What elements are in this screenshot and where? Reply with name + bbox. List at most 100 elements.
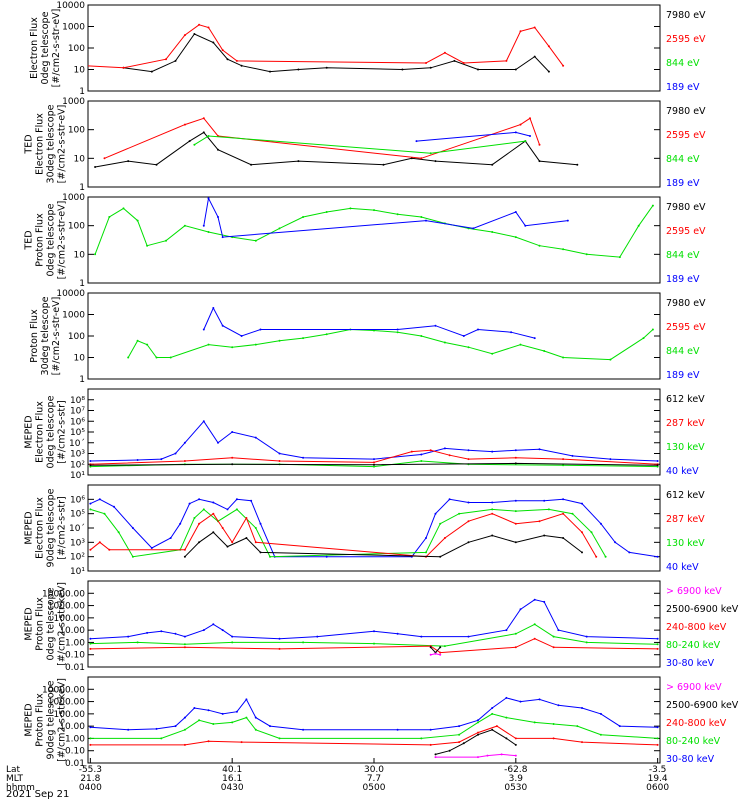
data-point [226,508,229,511]
data-point [429,66,432,69]
legend-entry: 7980 eV [666,106,706,117]
data-point [297,160,300,163]
y-tick-label: 100.00 [54,710,86,720]
data-point [103,157,106,160]
data-point [495,725,498,728]
data-point [127,728,130,731]
series-group [89,420,659,468]
y-axis-label: 0deg telescope [46,587,57,660]
data-point [538,698,541,701]
y-axis-label: MEPED [24,703,35,736]
y-tick-label: 100.00 [54,614,86,624]
data-point [505,716,508,719]
y-axis-label: MEPED [24,511,35,544]
data-point [174,452,177,455]
panel-3: 1 10 100 1000 TED Proton Flux 0deg telescope [#… [24,193,707,289]
y-axis-label: [#/cm2-s-str] [57,496,68,559]
y-tick-label: 1.00 [65,734,85,744]
data-point [656,743,659,746]
y-tick-label: 10¹ [70,567,85,577]
legend-entry: 189 eV [666,274,700,285]
data-point [373,630,375,633]
data-point [89,502,92,505]
data-point [529,117,531,120]
y-tick-label: 1 [79,87,85,97]
panel-frame [87,580,661,668]
data-point [396,728,399,731]
data-point [146,343,149,346]
y-axis-label: Proton Flux [29,309,40,363]
data-point [165,58,167,61]
y-tick-label: 10⁷ [70,407,85,417]
data-point [396,213,399,216]
data-point [434,512,437,515]
data-point [269,725,271,728]
data-point [443,645,446,648]
data-point [325,555,328,558]
data-point [514,632,517,635]
data-point [420,635,423,638]
y-axis-label: [#/cm2-s-str-eV] [57,201,68,280]
data-point [439,651,442,654]
y-axis-label: MEPED [24,607,35,640]
data-point [98,541,101,544]
y-tick-label: 10 [74,250,86,260]
data-point [183,34,186,37]
y-axis-label: [#/cm2-s-str-keV] [57,678,68,762]
y-tick-label: 1 [79,183,85,193]
data-point [396,331,399,334]
data-point [637,224,640,227]
y-axis-label: 0deg telescope [46,395,57,468]
data-point [491,501,494,504]
y-axis-label: 90deg telescope [46,488,57,567]
data-point [212,512,215,515]
data-point [212,723,215,725]
data-point [562,464,565,467]
series-group [89,598,659,656]
data-point [127,356,130,359]
y-tick-label: 10´ [69,438,85,449]
data-point [585,641,588,644]
data-point [429,728,432,731]
legend-entry: 7980 eV [666,202,706,213]
data-point [396,328,399,331]
data-point [491,231,494,233]
data-point [254,343,257,346]
data-point [533,637,536,640]
data-point [245,716,248,719]
data-point [581,741,583,744]
data-point [221,527,224,529]
data-point [108,216,111,218]
data-point [614,541,617,544]
y-tick-label: 100 [68,44,85,54]
data-point [183,555,186,558]
data-point [183,716,186,719]
data-point [169,537,172,539]
data-point [448,454,451,457]
footer-row-value: -3.5 [649,765,667,775]
y-tick-label: 0.01 [65,663,85,673]
data-point [590,531,593,534]
data-point [226,545,229,548]
data-point [278,452,281,455]
data-point [188,502,191,505]
data-point [89,548,92,551]
data-point [434,324,437,327]
data-point [604,555,607,558]
data-point [514,68,517,71]
data-point [420,453,423,456]
data-point [131,527,134,529]
legend-entry: 30-80 keV [666,754,715,765]
data-point [477,328,479,331]
legend-entry: 844 eV [666,250,700,261]
data-point [656,464,659,467]
data-point [136,339,139,342]
data-point [562,356,565,359]
data-point [443,341,446,344]
y-tick-label: 10² [70,460,85,470]
legend-entry: 240-800 keV [666,622,727,633]
data-point [581,707,583,709]
series-line [203,197,568,238]
data-point [212,307,215,309]
data-point [656,737,659,740]
